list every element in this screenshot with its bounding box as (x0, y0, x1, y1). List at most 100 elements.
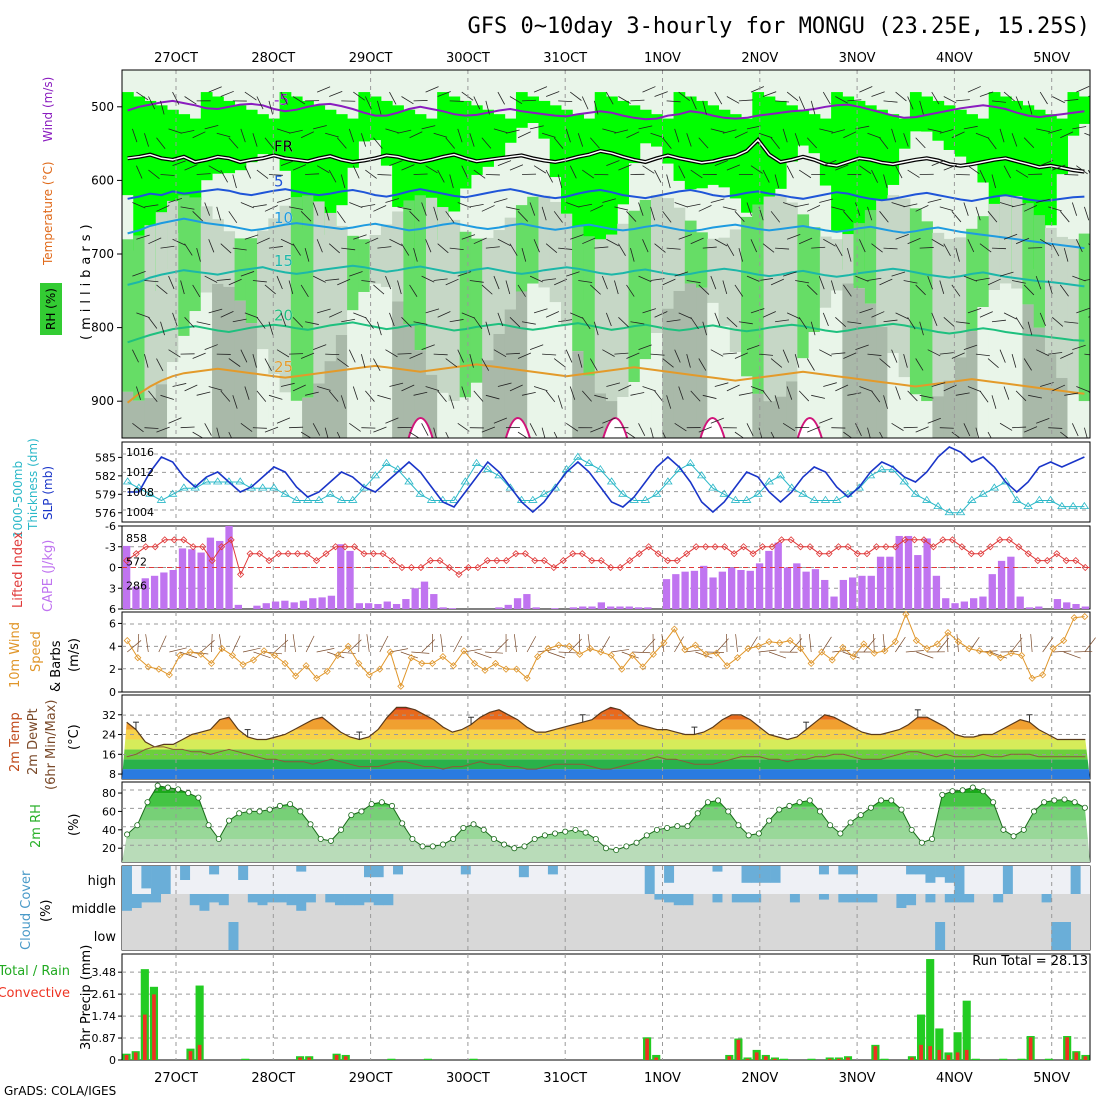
wind-barb (758, 132, 773, 139)
precip-total-bar (241, 1058, 250, 1060)
rh-band-low (1078, 401, 1090, 438)
rh-band-high (1056, 118, 1068, 175)
wind-barb (389, 238, 403, 246)
rh-band-low (245, 323, 258, 438)
wind-barb (1039, 238, 1053, 247)
wind-barb (786, 91, 799, 102)
wind-barb (300, 431, 312, 438)
cloud-middle-bar (906, 894, 917, 906)
cloud-high-bar (664, 866, 675, 883)
rh2m-line-marker (745, 832, 752, 839)
wind-barb (1059, 284, 1069, 297)
wind-barb (160, 100, 165, 115)
rh-band-low (380, 287, 393, 438)
rh-band-high (594, 92, 607, 291)
chart-title: GFS 0~10day 3-hourly for MONGU (23.25E, … (467, 14, 1090, 39)
wind-barb (373, 205, 387, 212)
rh-band-high (369, 96, 382, 141)
wind10m-speed-line-marker (965, 645, 973, 653)
wind-barb (317, 386, 331, 391)
wind-barb (1052, 384, 1066, 392)
y-tick-label: 32 (102, 709, 116, 722)
wind-barb (136, 165, 143, 179)
wind-barb (505, 129, 520, 134)
wind-barb (614, 280, 619, 295)
wind-barb (871, 243, 883, 253)
y-tick-label: 2.61 (92, 988, 117, 1001)
wind-barb (340, 395, 346, 409)
rh2m-line-marker (980, 788, 987, 795)
wind-barb (1003, 233, 1018, 240)
wind-barb (256, 390, 267, 402)
wind-barb (252, 204, 267, 208)
wind-barb (871, 91, 885, 97)
wind-barb (168, 128, 182, 134)
lifted-index-line-marker (550, 563, 558, 572)
wind-barb (999, 202, 1014, 207)
wind-barb (602, 275, 608, 290)
thickness-line-marker (708, 483, 718, 491)
wind10m-barb (735, 634, 738, 653)
rh2m-line-marker (949, 788, 956, 795)
thickness-line-marker (775, 471, 786, 479)
wind-barb (710, 128, 725, 133)
top-date-label: 29OCT (349, 51, 393, 66)
isotherm-15 (127, 264, 1085, 288)
rh-band-mid (954, 237, 967, 358)
wind10m-barb (809, 634, 812, 653)
wind-barb (855, 344, 869, 351)
isotherm-label: 20 (274, 307, 293, 325)
rh-band-low (538, 287, 551, 438)
wind-barb (220, 90, 234, 97)
wind-barb (967, 307, 982, 314)
wind-barb (542, 278, 557, 281)
wind-barb (553, 137, 564, 149)
wind-barb (775, 247, 790, 250)
cloud-middle-bar (296, 894, 307, 911)
wind-barb (594, 246, 609, 249)
wind-barb (337, 358, 349, 368)
wind-barb (264, 205, 278, 212)
cloud-middle-bar (857, 894, 868, 903)
wind10m-speed-line-marker (776, 639, 784, 647)
wind-barb (690, 390, 701, 402)
wind-barb (244, 234, 259, 240)
rh-band-low (257, 349, 269, 438)
wind-barb (473, 317, 483, 329)
top-date-label: 31OCT (543, 51, 587, 66)
wind10m-speed-line-marker (397, 682, 405, 690)
wind-barb (722, 352, 737, 355)
wind-barb (425, 86, 439, 93)
run-total-label: Run Total = 28.13 (972, 954, 1088, 969)
cloud-middle-bar (818, 894, 829, 900)
wind-barb (734, 431, 745, 438)
cape-bar (1063, 602, 1071, 609)
rh-band-mid (324, 212, 337, 362)
wind-barb (160, 321, 165, 336)
wind-barb (618, 384, 632, 392)
wind-barb (991, 174, 997, 189)
cloud-middle-bar (848, 894, 858, 903)
cape-bar (309, 598, 317, 609)
wind-barb (843, 352, 857, 359)
precip-conv-bar (1083, 1056, 1088, 1060)
thickness-line-marker (978, 489, 988, 497)
lifted-index-line-marker (768, 543, 776, 551)
cape-bar (718, 571, 726, 609)
wind-barb (136, 312, 150, 318)
wind-barb (618, 96, 631, 104)
wind-barb (638, 202, 644, 216)
wind-barb (361, 280, 376, 283)
wind-barb (1072, 344, 1086, 351)
rh-band-low (448, 400, 461, 438)
wind-barb (1011, 133, 1018, 147)
wind10m-speed-line-marker (123, 637, 131, 645)
wind-barb (136, 91, 149, 101)
wind-barb (963, 423, 971, 437)
wind10m-speed-line-marker (523, 674, 531, 682)
wind-barb (353, 91, 365, 101)
wind-barb (999, 271, 1014, 277)
thickness-line-marker (235, 477, 245, 485)
isotherm-label: 15 (274, 252, 293, 270)
thickness-line-marker (539, 489, 549, 497)
